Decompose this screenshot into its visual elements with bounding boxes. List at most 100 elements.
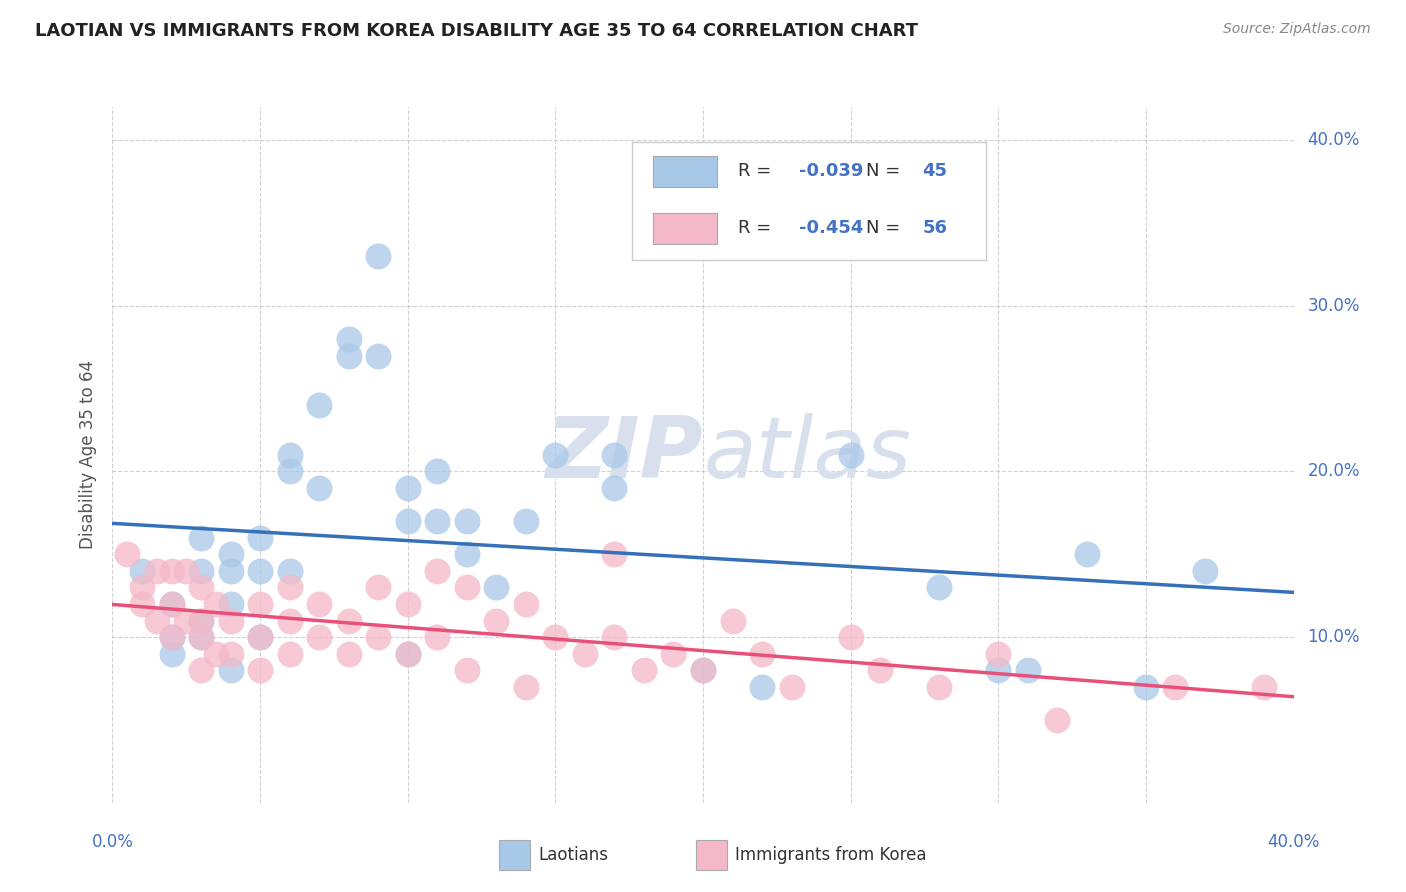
Point: [456, 663, 478, 677]
Point: [1253, 680, 1275, 694]
Text: 0.0%: 0.0%: [91, 833, 134, 851]
Point: [574, 647, 596, 661]
Point: [219, 547, 242, 561]
Text: R =: R =: [738, 219, 778, 237]
Point: [190, 630, 212, 644]
Point: [337, 332, 360, 346]
Point: [219, 564, 242, 578]
Point: [160, 630, 183, 644]
Text: 10.0%: 10.0%: [1308, 628, 1360, 646]
Point: [249, 564, 271, 578]
Point: [721, 614, 744, 628]
Point: [987, 647, 1010, 661]
Point: [117, 547, 138, 561]
Point: [928, 581, 950, 595]
Point: [308, 398, 330, 412]
Point: [174, 614, 197, 628]
Point: [515, 597, 537, 611]
Text: 40.0%: 40.0%: [1308, 131, 1360, 149]
Point: [426, 514, 449, 528]
Text: Laotians: Laotians: [538, 847, 609, 864]
Point: [308, 630, 330, 644]
Point: [426, 630, 449, 644]
Point: [515, 680, 537, 694]
Point: [485, 614, 508, 628]
Point: [278, 465, 301, 479]
Text: -0.454: -0.454: [799, 219, 863, 237]
Point: [396, 514, 419, 528]
Point: [662, 647, 685, 661]
Point: [337, 647, 360, 661]
Point: [278, 614, 301, 628]
Text: R =: R =: [738, 162, 778, 180]
Point: [544, 630, 567, 644]
Point: [485, 581, 508, 595]
Point: [249, 630, 271, 644]
Text: -0.039: -0.039: [799, 162, 863, 180]
Point: [396, 597, 419, 611]
Point: [1164, 680, 1187, 694]
Point: [131, 564, 153, 578]
Point: [367, 249, 389, 263]
FancyBboxPatch shape: [654, 156, 717, 186]
Point: [160, 597, 183, 611]
Text: N =: N =: [866, 219, 905, 237]
Point: [603, 481, 626, 495]
Point: [456, 547, 478, 561]
Point: [839, 630, 862, 644]
Point: [603, 630, 626, 644]
FancyBboxPatch shape: [654, 213, 717, 244]
Point: [396, 481, 419, 495]
Point: [751, 647, 773, 661]
Point: [160, 630, 183, 644]
Point: [426, 564, 449, 578]
Point: [1076, 547, 1098, 561]
Point: [1194, 564, 1216, 578]
Point: [396, 647, 419, 661]
Point: [337, 349, 360, 363]
Point: [515, 514, 537, 528]
Point: [396, 647, 419, 661]
Point: [278, 647, 301, 661]
Point: [308, 481, 330, 495]
Text: Source: ZipAtlas.com: Source: ZipAtlas.com: [1223, 22, 1371, 37]
Point: [308, 597, 330, 611]
Point: [987, 663, 1010, 677]
Point: [190, 630, 212, 644]
Point: [205, 597, 228, 611]
Text: 56: 56: [922, 219, 948, 237]
Point: [780, 680, 803, 694]
Point: [174, 564, 197, 578]
Point: [190, 614, 212, 628]
Point: [337, 614, 360, 628]
Point: [131, 581, 153, 595]
Point: [190, 581, 212, 595]
Point: [160, 597, 183, 611]
Point: [219, 663, 242, 677]
Point: [131, 597, 153, 611]
Point: [278, 564, 301, 578]
Point: [278, 581, 301, 595]
Point: [219, 597, 242, 611]
Text: 20.0%: 20.0%: [1308, 462, 1360, 481]
Text: N =: N =: [866, 162, 905, 180]
Point: [205, 647, 228, 661]
Point: [190, 663, 212, 677]
Point: [249, 630, 271, 644]
Point: [456, 514, 478, 528]
Point: [249, 531, 271, 545]
Point: [456, 581, 478, 595]
Point: [633, 663, 655, 677]
Text: 30.0%: 30.0%: [1308, 297, 1360, 315]
Point: [544, 448, 567, 462]
Point: [839, 448, 862, 462]
Point: [1135, 680, 1157, 694]
Point: [249, 597, 271, 611]
Point: [160, 647, 183, 661]
Text: 45: 45: [922, 162, 948, 180]
Point: [146, 564, 169, 578]
Point: [146, 614, 169, 628]
Point: [190, 531, 212, 545]
Point: [869, 663, 891, 677]
Point: [278, 448, 301, 462]
